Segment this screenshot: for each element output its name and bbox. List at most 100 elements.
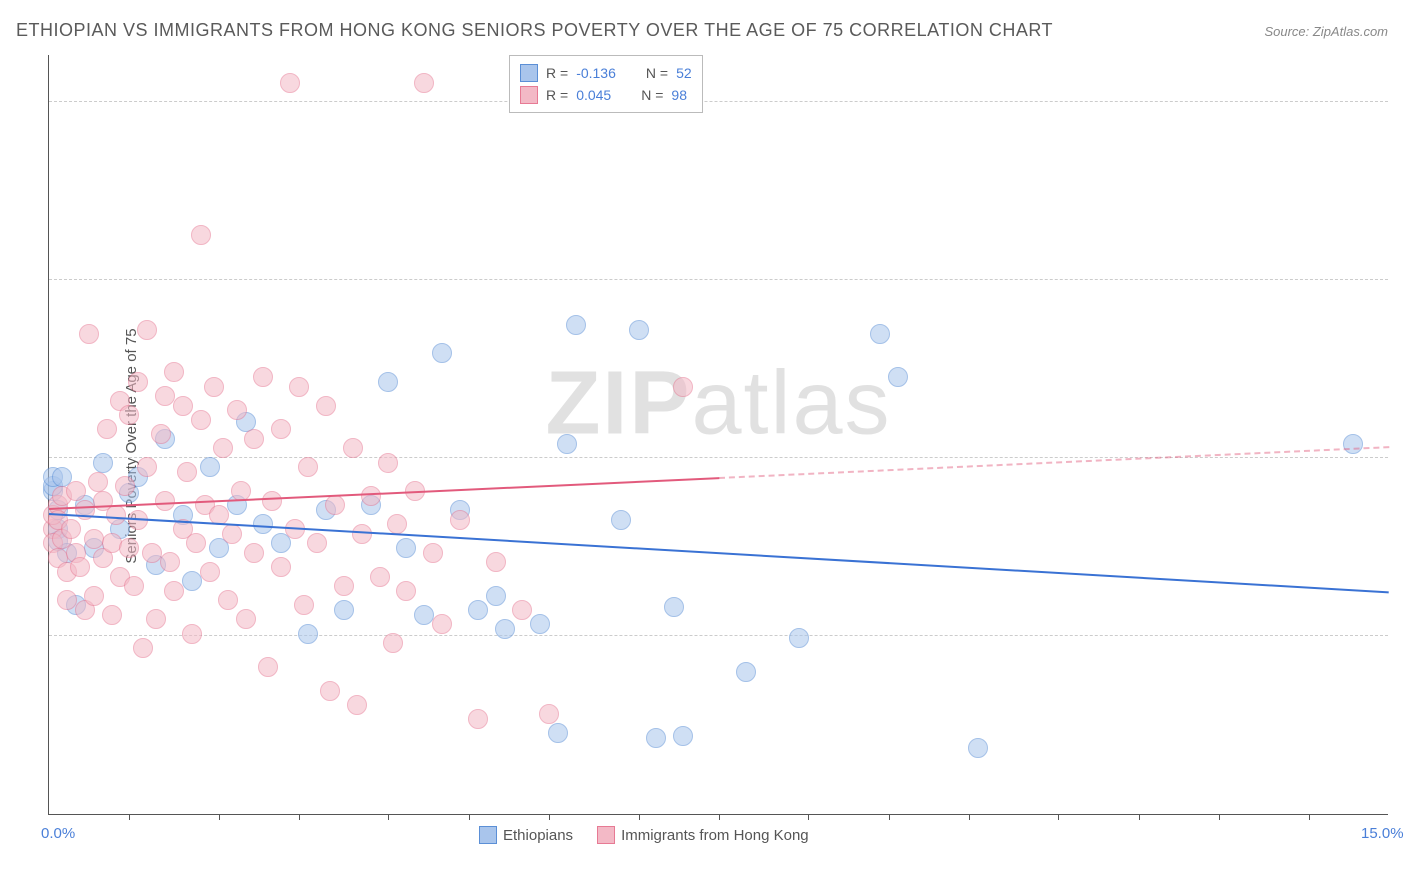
scatter-point xyxy=(468,600,488,620)
scatter-point xyxy=(244,429,264,449)
scatter-point xyxy=(262,491,282,511)
scatter-point xyxy=(66,481,86,501)
legend-swatch xyxy=(520,64,538,82)
legend-r-value: 0.045 xyxy=(576,84,611,106)
scatter-point xyxy=(106,505,126,525)
x-tick-mark xyxy=(1219,814,1220,820)
y-tick-label: 15.0% xyxy=(1392,432,1406,449)
correlation-legend: R =-0.136N =52R =0.045N =98 xyxy=(509,55,703,113)
scatter-point xyxy=(137,320,157,340)
scatter-point xyxy=(539,704,559,724)
scatter-point xyxy=(97,419,117,439)
scatter-point xyxy=(298,624,318,644)
scatter-point xyxy=(61,519,81,539)
scatter-point xyxy=(298,457,318,477)
x-tick-mark xyxy=(388,814,389,820)
scatter-point xyxy=(530,614,550,634)
legend-row: R =-0.136N =52 xyxy=(520,62,692,84)
scatter-point xyxy=(191,225,211,245)
grid-line xyxy=(49,635,1388,636)
scatter-point xyxy=(387,514,407,534)
legend-row: R =0.045N =98 xyxy=(520,84,692,106)
scatter-point xyxy=(468,709,488,729)
scatter-point xyxy=(870,324,890,344)
scatter-point xyxy=(370,567,390,587)
y-tick-label: 30.0% xyxy=(1392,76,1406,93)
x-tick-mark xyxy=(719,814,720,820)
scatter-point xyxy=(611,510,631,530)
scatter-point xyxy=(307,533,327,553)
scatter-point xyxy=(378,372,398,392)
scatter-point xyxy=(93,453,113,473)
x-tick-mark xyxy=(549,814,550,820)
series-name: Immigrants from Hong Kong xyxy=(621,827,809,844)
legend-r-label: R = xyxy=(546,62,568,84)
legend-r-label: R = xyxy=(546,84,568,106)
scatter-point xyxy=(325,495,345,515)
scatter-point xyxy=(673,726,693,746)
series-name: Ethiopians xyxy=(503,827,573,844)
trend-line xyxy=(719,446,1389,479)
legend-n-label: N = xyxy=(646,62,668,84)
scatter-point xyxy=(137,457,157,477)
scatter-point xyxy=(146,609,166,629)
scatter-point xyxy=(213,438,233,458)
scatter-point xyxy=(664,597,684,617)
scatter-point xyxy=(566,315,586,335)
scatter-point xyxy=(218,590,238,610)
scatter-point xyxy=(378,453,398,473)
scatter-point xyxy=(294,595,314,615)
scatter-point xyxy=(548,723,568,743)
series-legend-item: Ethiopians xyxy=(479,826,573,844)
scatter-point xyxy=(128,372,148,392)
x-tick-label: 15.0% xyxy=(1361,825,1404,842)
x-tick-mark xyxy=(299,814,300,820)
scatter-point xyxy=(119,405,139,425)
scatter-point xyxy=(316,396,336,416)
x-tick-mark xyxy=(129,814,130,820)
scatter-point xyxy=(396,538,416,558)
legend-swatch xyxy=(479,826,497,844)
x-tick-mark xyxy=(219,814,220,820)
scatter-point xyxy=(84,529,104,549)
scatter-point xyxy=(361,486,381,506)
x-tick-mark xyxy=(469,814,470,820)
scatter-point xyxy=(347,695,367,715)
x-tick-mark xyxy=(889,814,890,820)
legend-swatch xyxy=(520,86,538,104)
scatter-point xyxy=(271,557,291,577)
x-tick-mark xyxy=(1058,814,1059,820)
scatter-point xyxy=(70,557,90,577)
scatter-point xyxy=(450,510,470,530)
scatter-point xyxy=(119,538,139,558)
scatter-point xyxy=(182,624,202,644)
scatter-point xyxy=(432,614,452,634)
y-tick-label: 7.5% xyxy=(1392,610,1406,627)
scatter-point xyxy=(227,400,247,420)
scatter-point xyxy=(736,662,756,682)
x-tick-mark xyxy=(808,814,809,820)
scatter-point xyxy=(222,524,242,544)
scatter-point xyxy=(512,600,532,620)
scatter-point xyxy=(164,581,184,601)
series-legend: Ethiopians Immigrants from Hong Kong xyxy=(479,826,809,844)
scatter-point xyxy=(204,377,224,397)
scatter-point xyxy=(177,462,197,482)
scatter-point xyxy=(155,491,175,511)
scatter-point xyxy=(789,628,809,648)
x-tick-mark xyxy=(1139,814,1140,820)
scatter-point xyxy=(244,543,264,563)
scatter-point xyxy=(495,619,515,639)
scatter-point xyxy=(191,410,211,430)
trend-line xyxy=(49,477,719,510)
legend-n-value: 98 xyxy=(671,84,687,106)
scatter-point xyxy=(396,581,416,601)
scatter-point xyxy=(486,552,506,572)
scatter-point xyxy=(334,576,354,596)
source-attribution: Source: ZipAtlas.com xyxy=(1264,24,1388,39)
scatter-point xyxy=(280,73,300,93)
scatter-point xyxy=(115,476,135,496)
scatter-point xyxy=(164,362,184,382)
legend-r-value: -0.136 xyxy=(576,62,616,84)
scatter-point xyxy=(289,377,309,397)
